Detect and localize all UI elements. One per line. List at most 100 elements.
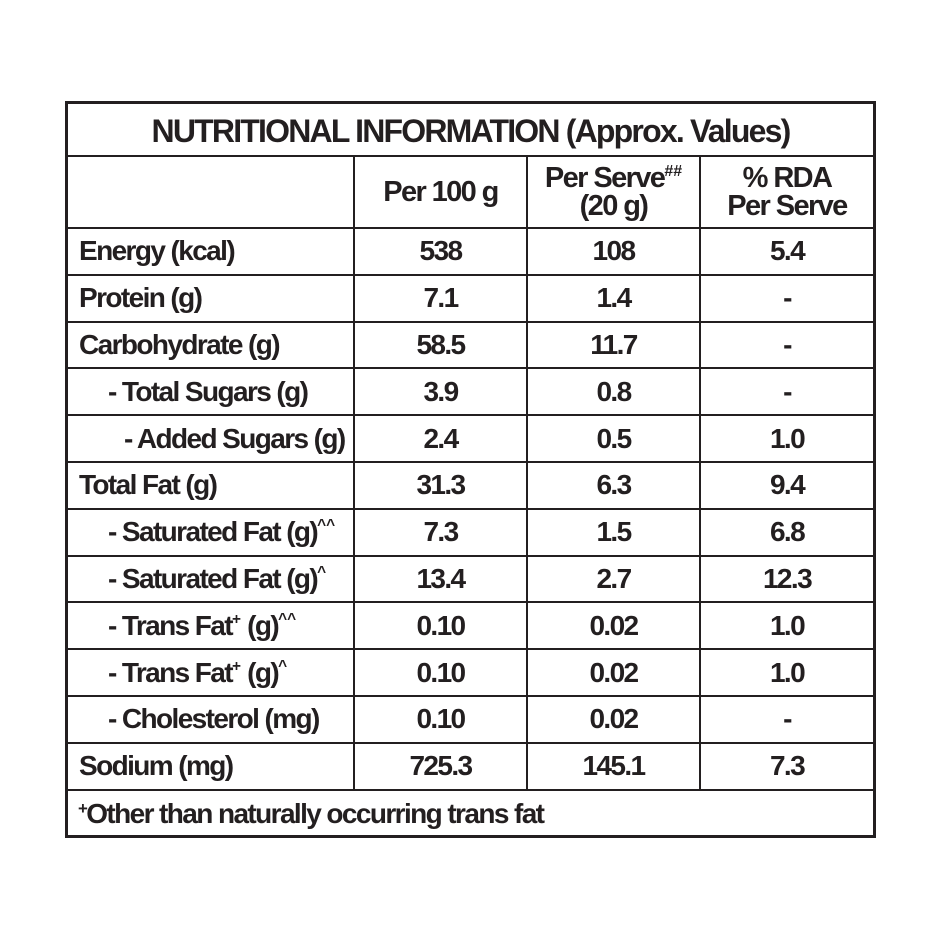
footnote-row: +Other than naturally occurring trans fa… bbox=[68, 788, 874, 838]
value-rda: 1.0 bbox=[698, 414, 874, 463]
header-per-serve: Per Serve## (20 g) bbox=[526, 155, 701, 229]
value-per-100g: 538 bbox=[353, 227, 528, 276]
table-row: Carbohydrate (g) 58.5 11.7- bbox=[68, 320, 874, 370]
nutrient-name: Sodium (mg) bbox=[68, 741, 355, 791]
nutrient-name: - Cholesterol (mg) bbox=[68, 694, 355, 744]
value-rda: 9.4 bbox=[698, 460, 874, 510]
table-row: Sodium (mg) 725.3 145.1 7.3 bbox=[68, 741, 874, 791]
table-row: - Trans Fat+ (g)^^ 0.10 0.02 1.0 bbox=[68, 601, 874, 651]
value-per-100g: 0.10 bbox=[353, 601, 528, 651]
value-per-serve: 108 bbox=[526, 227, 701, 276]
nutrient-name: Protein (g) bbox=[68, 273, 355, 323]
nutrient-name: - Total Sugars (g) bbox=[68, 367, 355, 417]
value-rda: - bbox=[698, 694, 874, 744]
nutrition-table: NUTRITIONAL INFORMATION (Approx. Values)… bbox=[68, 104, 874, 838]
nutrient-name-suffix: ^^ bbox=[278, 611, 297, 628]
table-row: - Total Sugars (g) 3.9 0.8- bbox=[68, 367, 874, 417]
nutrient-name-suffix: ^ bbox=[317, 564, 327, 582]
table-row: Energy (kcal) 538 108 5.4 bbox=[68, 227, 874, 276]
nutrition-facts-panel: NUTRITIONAL INFORMATION (Approx. Values)… bbox=[65, 101, 876, 838]
table-row: - Cholesterol (mg) 0.10 0.02- bbox=[68, 694, 874, 744]
nutrient-name-text: - Trans Fat bbox=[108, 609, 234, 641]
header-rda-line2: Per Serve bbox=[727, 190, 848, 222]
table-row: - Added Sugars (g) 2.4 0.5 1.0 bbox=[68, 414, 874, 463]
value-rda: - bbox=[698, 367, 874, 417]
footnote: +Other than naturally occurring trans fa… bbox=[68, 788, 874, 838]
value-per-100g: 3.9 bbox=[353, 367, 528, 417]
nutrient-name: Energy (kcal) bbox=[68, 227, 355, 276]
nutrient-name-text: - Cholesterol (mg) bbox=[108, 703, 320, 735]
value-per-serve: 0.02 bbox=[526, 601, 701, 651]
header-blank-cell bbox=[68, 155, 355, 229]
header-rda: % RDA Per Serve bbox=[698, 155, 874, 229]
value-rda: 6.8 bbox=[698, 507, 874, 557]
value-per-serve: 0.5 bbox=[526, 414, 701, 463]
nutrient-name-text: - Saturated Fat (g) bbox=[108, 516, 319, 548]
value-rda: 12.3 bbox=[698, 554, 874, 604]
nutrient-name-text: - Total Sugars (g) bbox=[108, 375, 309, 407]
value-rda: 7.3 bbox=[698, 741, 874, 791]
value-per-100g: 2.4 bbox=[353, 414, 528, 463]
nutrient-name: - Added Sugars (g) bbox=[68, 414, 355, 463]
value-per-100g: 58.5 bbox=[353, 320, 528, 370]
footnote-text: Other than naturally occurring trans fat bbox=[86, 798, 545, 830]
value-per-100g: 7.1 bbox=[353, 273, 528, 323]
header-rda-line1: % RDA bbox=[742, 161, 833, 194]
value-rda: 1.0 bbox=[698, 601, 874, 651]
value-rda: - bbox=[698, 273, 874, 323]
title-row: NUTRITIONAL INFORMATION (Approx. Values) bbox=[68, 104, 874, 157]
table-row: Protein (g) 7.1 1.4- bbox=[68, 273, 874, 323]
header-per-serve-line1: Per Serve## bbox=[529, 161, 698, 194]
table-row: Total Fat (g) 31.3 6.3 9.4 bbox=[68, 460, 874, 510]
nutrient-name-mark: + bbox=[232, 611, 241, 628]
nutrient-name: - Trans Fat+ (g)^^ bbox=[68, 601, 355, 651]
header-per-100g-label: Per 100 g bbox=[383, 175, 499, 208]
table-title: NUTRITIONAL INFORMATION (Approx. Values) bbox=[68, 104, 874, 157]
nutrient-name-text: Energy (kcal) bbox=[79, 235, 236, 267]
nutrient-name-text: - Saturated Fat (g) bbox=[108, 562, 319, 594]
nutrient-name-unit: (g) bbox=[241, 656, 280, 688]
value-per-serve: 11.7 bbox=[526, 320, 701, 370]
value-per-100g: 7.3 bbox=[353, 507, 528, 557]
value-per-serve: 1.5 bbox=[526, 507, 701, 557]
footnote-mark: + bbox=[78, 798, 88, 818]
value-per-serve: 1.4 bbox=[526, 273, 701, 323]
nutrient-name: Total Fat (g) bbox=[68, 460, 355, 510]
value-per-100g: 725.3 bbox=[353, 741, 528, 791]
value-per-100g: 0.10 bbox=[353, 694, 528, 744]
value-rda: - bbox=[698, 320, 874, 370]
nutrient-name: Carbohydrate (g) bbox=[68, 320, 355, 370]
header-row: Per 100 g Per Serve## (20 g) % RDA Per S… bbox=[68, 155, 874, 229]
nutrient-name: - Trans Fat+ (g)^ bbox=[68, 648, 355, 697]
table-row: - Trans Fat+ (g)^ 0.10 0.02 1.0 bbox=[68, 648, 874, 697]
nutrient-name-text: Carbohydrate (g) bbox=[79, 328, 281, 360]
header-per-serve-label: Per Serve bbox=[544, 161, 666, 194]
nutrient-name-text: Total Fat (g) bbox=[79, 469, 218, 501]
value-rda: 1.0 bbox=[698, 648, 874, 697]
value-per-serve: 0.8 bbox=[526, 367, 701, 417]
value-rda: 5.4 bbox=[698, 227, 874, 276]
nutrient-name-text: Sodium (mg) bbox=[79, 750, 234, 782]
nutrient-name-text: Protein (g) bbox=[79, 282, 203, 314]
header-per-serve-size: (20 g) bbox=[579, 190, 649, 222]
header-per-serve-mark: ## bbox=[664, 162, 683, 180]
nutrient-name: - Saturated Fat (g)^^ bbox=[68, 507, 355, 557]
value-per-serve: 0.02 bbox=[526, 648, 701, 697]
nutrient-name-suffix: ^^ bbox=[317, 517, 336, 535]
value-per-100g: 31.3 bbox=[353, 460, 528, 510]
nutrient-name-text: - Trans Fat bbox=[108, 656, 234, 688]
value-per-100g: 13.4 bbox=[353, 554, 528, 604]
header-per-100g: Per 100 g bbox=[353, 155, 528, 229]
nutrient-name-suffix: ^ bbox=[278, 657, 288, 675]
nutrient-name: - Saturated Fat (g)^ bbox=[68, 554, 355, 604]
value-per-serve: 0.02 bbox=[526, 694, 701, 744]
table-row: - Saturated Fat (g)^ 13.4 2.7 12.3 bbox=[68, 554, 874, 604]
value-per-serve: 2.7 bbox=[526, 554, 701, 604]
value-per-serve: 6.3 bbox=[526, 460, 701, 510]
nutrient-name-unit: (g) bbox=[241, 609, 280, 641]
value-per-100g: 0.10 bbox=[353, 648, 528, 697]
nutrient-name-mark: + bbox=[232, 657, 241, 675]
nutrient-name-text: - Added Sugars (g) bbox=[124, 422, 346, 454]
value-per-serve: 145.1 bbox=[526, 741, 701, 791]
table-row: - Saturated Fat (g)^^ 7.3 1.5 6.8 bbox=[68, 507, 874, 557]
